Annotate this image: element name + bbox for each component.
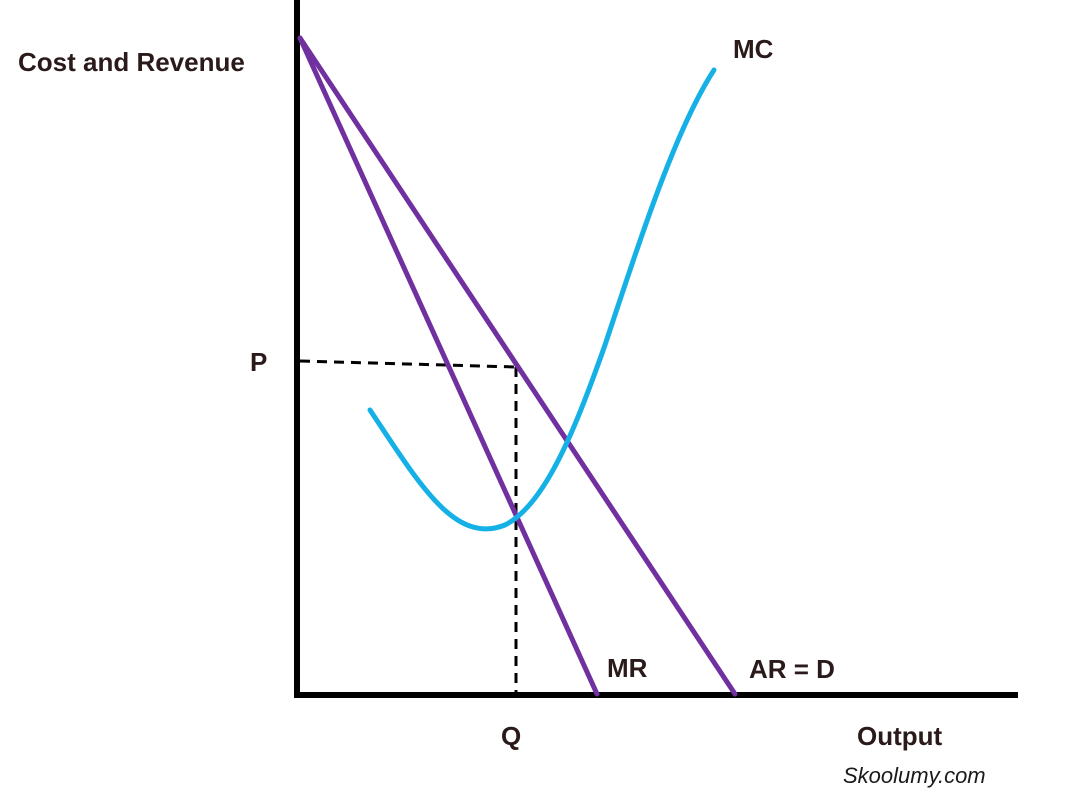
ar-demand-curve: [297, 35, 738, 697]
price-label: P: [250, 347, 267, 377]
ar-demand-label: AR = D: [749, 654, 835, 684]
source-credit: Skoolumy.com: [843, 763, 986, 788]
mr-label: MR: [607, 653, 648, 683]
y-axis-label: Cost and Revenue: [18, 47, 245, 77]
price-guide-line: [299, 359, 517, 369]
mr-curve: [297, 35, 600, 697]
x-axis-label: Output: [857, 721, 943, 751]
mc-curve: [367, 67, 717, 532]
quantity-label: Q: [501, 721, 521, 751]
mc-label: MC: [733, 34, 774, 64]
